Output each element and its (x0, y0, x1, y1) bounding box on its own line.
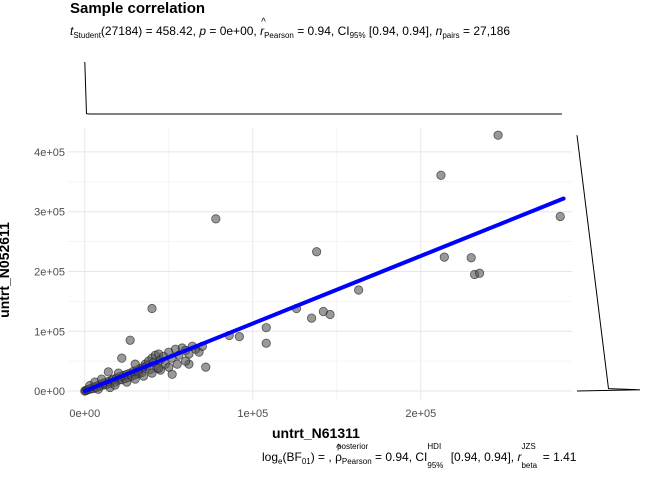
rho-value: = 0.94, CI (371, 450, 428, 464)
data-point (261, 323, 271, 333)
chart-caption: loge(BF01) = , posteriorρPearson = 0.94,… (262, 443, 577, 470)
bf-value: (BF (282, 450, 302, 464)
data-point (125, 335, 135, 345)
rho-stack: posteriorρ (335, 443, 368, 464)
ci-value: [0.94, 0.94], (447, 450, 518, 464)
p-label: p (199, 24, 207, 38)
y-tick-label: 0e+00 (34, 386, 65, 398)
rho-label: ρ (335, 450, 342, 464)
chart-title: Sample correlation (70, 0, 206, 17)
data-point (261, 338, 271, 348)
data-point (201, 362, 211, 372)
data-point (211, 214, 221, 224)
r-value: = 1.41 (539, 450, 577, 464)
regression-line (82, 196, 566, 394)
p-value: = 0e+00, (206, 24, 261, 38)
data-point (147, 368, 157, 378)
ci-stack: HDI 95% (427, 443, 447, 470)
x-tick-label: 0e+00 (69, 408, 100, 420)
y-density-curve (576, 135, 641, 392)
y-tick-label: 3e+05 (34, 207, 65, 219)
data-point (122, 377, 132, 387)
rho-hat: ρ (335, 444, 342, 464)
ci-sub: 95% (349, 31, 366, 40)
n-value: = 27,186 (459, 24, 511, 38)
bf-rest: ) = , (310, 450, 336, 464)
data-point (181, 356, 191, 366)
data-point (103, 367, 113, 377)
data-point (474, 268, 485, 278)
x-tick-label: 1e+05 (237, 408, 268, 420)
data-point (466, 253, 476, 263)
data-point (493, 130, 503, 140)
bf-sub2: 01 (301, 457, 311, 466)
ci-over: HDI (427, 442, 442, 451)
ci-value: [0.94, 0.94], (365, 24, 436, 38)
r-sub: beta (521, 461, 538, 470)
r-label: r (517, 450, 522, 464)
data-point (306, 313, 317, 323)
grid-lines (68, 128, 572, 400)
r-value: = 0.94, CI (293, 24, 350, 38)
x-axis-label: untrt_N61311 (272, 425, 360, 441)
t-value: (27184) = 458.42, (100, 24, 200, 38)
r-label: r (260, 24, 265, 38)
fit-line (82, 196, 566, 394)
data-point (130, 359, 140, 369)
y-axis-label-text: untrt_N052611 (0, 222, 12, 318)
chart-subtitle: tStudent(27184) = 458.42, p = 0e+00, rPe… (70, 17, 511, 40)
y-marginal-density (576, 135, 641, 392)
data-point (130, 374, 140, 384)
rho-sub: Pearson (341, 457, 372, 466)
rho-over: posterior (337, 442, 369, 451)
x-tick-label: 2e+05 (405, 408, 436, 420)
bf-sub: e (278, 457, 283, 466)
x-axis-ticks: 0e+00 1e+05 2e+05 (69, 408, 436, 420)
data-point (436, 170, 446, 180)
data-point (555, 211, 565, 222)
y-tick-label: 1e+05 (34, 326, 65, 338)
t-sub: Student (73, 31, 101, 40)
r-stack: JZS beta (521, 443, 539, 470)
data-point (139, 371, 149, 381)
y-axis-ticks: 0e+00 1e+05 2e+05 3e+05 4e+05 (34, 147, 65, 398)
data-point (172, 359, 182, 369)
data-point (147, 303, 157, 314)
bf-label: log (262, 450, 279, 464)
data-point (325, 309, 335, 320)
x-density-curve (84, 61, 562, 115)
data-point (154, 363, 164, 373)
ci-sub: 95% (427, 461, 444, 470)
data-points (80, 130, 565, 396)
y-tick-label: 4e+05 (34, 147, 65, 159)
t-label: t (70, 24, 74, 38)
data-point (439, 252, 449, 262)
data-point (117, 353, 127, 363)
r-sub: Pearson (264, 31, 294, 40)
n-label: n (435, 24, 443, 38)
r-hat: r (260, 17, 266, 38)
n-sub: pairs (442, 31, 460, 40)
y-tick-label: 2e+05 (34, 266, 65, 278)
data-point (164, 362, 174, 372)
data-point (312, 247, 322, 257)
data-point (354, 285, 364, 295)
r-over: JZS (521, 442, 536, 451)
x-marginal-density (84, 61, 562, 115)
data-point (234, 332, 244, 342)
